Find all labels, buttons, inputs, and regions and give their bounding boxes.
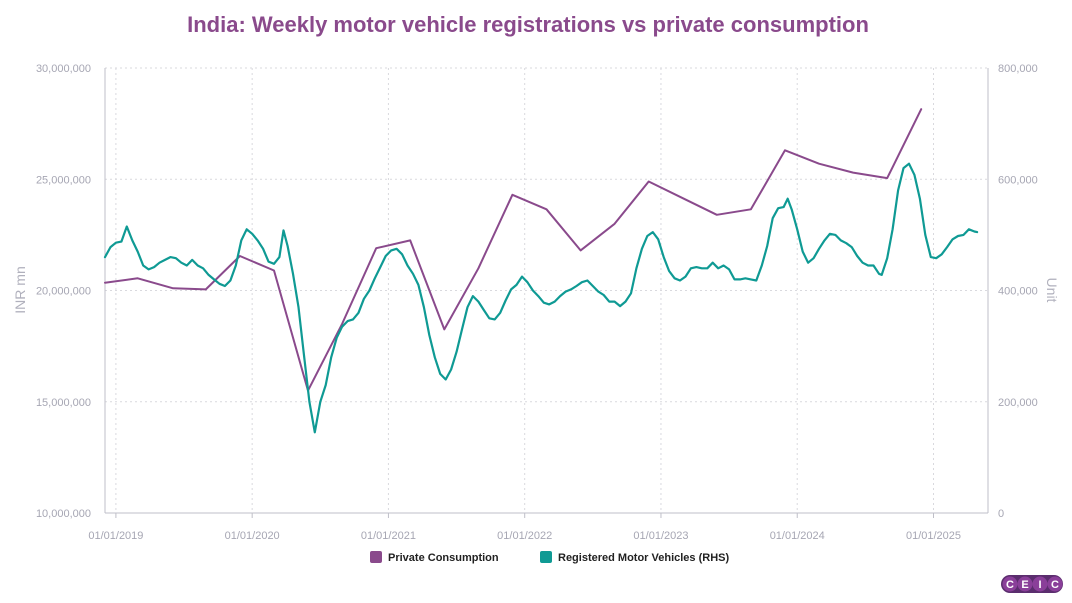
series-layer bbox=[103, 108, 979, 434]
series-line-registered-motor-vehicles[interactable] bbox=[103, 162, 979, 434]
x-tick-label: 01/01/2019 bbox=[88, 530, 143, 542]
legend-swatch-private-consumption[interactable] bbox=[370, 551, 382, 563]
left-tick-label: 15,000,000 bbox=[36, 397, 91, 409]
x-tick-label: 01/01/2022 bbox=[497, 530, 552, 542]
right-tick-label: 800,000 bbox=[998, 63, 1038, 75]
right-tick-label: 200,000 bbox=[998, 397, 1038, 409]
x-tick-label: 01/01/2020 bbox=[225, 530, 280, 542]
right-axis-title: Unit bbox=[1044, 278, 1060, 303]
left-tick-label: 25,000,000 bbox=[36, 174, 91, 186]
logo-letter: E bbox=[1021, 579, 1028, 591]
left-tick-label: 10,000,000 bbox=[36, 508, 91, 520]
right-tick-label: 400,000 bbox=[998, 286, 1038, 298]
right-tick-label: 600,000 bbox=[998, 174, 1038, 186]
vertical-gridlines bbox=[115, 68, 934, 513]
x-tick-label: 01/01/2025 bbox=[906, 530, 961, 542]
x-tick-label: 01/01/2024 bbox=[770, 530, 825, 542]
series-line-private-consumption[interactable] bbox=[104, 108, 923, 392]
logo-letter: C bbox=[1006, 579, 1014, 591]
left-tick-label: 20,000,000 bbox=[36, 286, 91, 298]
legend-label-registered-motor-vehicles[interactable]: Registered Motor Vehicles (RHS) bbox=[558, 552, 729, 564]
legend: Private Consumption Registered Motor Veh… bbox=[370, 551, 729, 564]
chart-title: India: Weekly motor vehicle registration… bbox=[187, 12, 869, 37]
horizontal-gridlines bbox=[105, 67, 988, 403]
right-axis-ticks: 0 200,000 400,000 600,000 800,000 bbox=[998, 63, 1038, 520]
logo-letter-circle bbox=[1002, 576, 1018, 592]
legend-swatch-registered-motor-vehicles[interactable] bbox=[540, 551, 552, 563]
legend-label-private-consumption[interactable]: Private Consumption bbox=[388, 552, 499, 564]
logo-letter-circle bbox=[1017, 576, 1033, 592]
logo-letter-circle bbox=[1047, 576, 1063, 592]
left-tick-label: 30,000,000 bbox=[36, 63, 91, 75]
right-tick-label: 0 bbox=[998, 508, 1004, 520]
left-axis-title: INR mn bbox=[12, 266, 28, 313]
logo-letter: C bbox=[1051, 579, 1059, 591]
left-axis-ticks: 10,000,000 15,000,000 20,000,000 25,000,000… bbox=[36, 63, 91, 520]
x-axis-ticks: 01/01/2019 01/01/2020 01/01/2021 01/01/2022… bbox=[88, 513, 961, 542]
x-tick-label: 01/01/2021 bbox=[361, 530, 416, 542]
logo-letter-circle bbox=[1032, 576, 1048, 592]
logo-letter: I bbox=[1038, 579, 1041, 591]
x-tick-label: 01/01/2023 bbox=[633, 530, 688, 542]
